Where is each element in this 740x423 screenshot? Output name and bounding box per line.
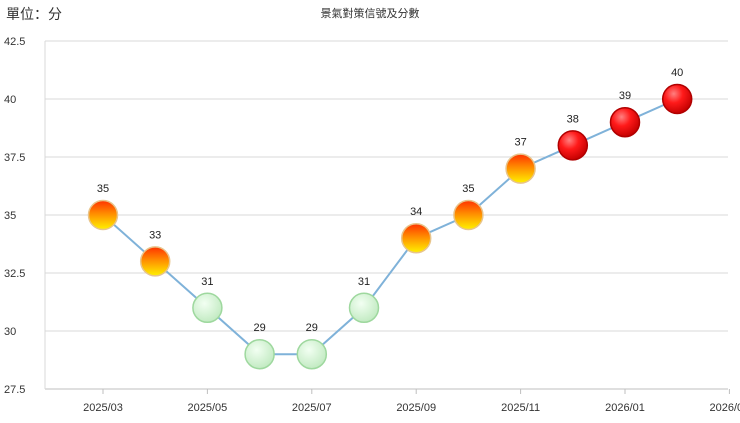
x-tick-label: 2025/11: [501, 402, 540, 414]
y-tick-label: 37.5: [4, 152, 25, 164]
y-tick-label: 27.5: [4, 384, 25, 396]
signal-marker-red[interactable]: [609, 106, 641, 138]
signal-marker-yellow-red[interactable]: [139, 246, 171, 277]
y-tick-label: 30: [4, 326, 16, 338]
signal-marker-yellow-red[interactable]: [87, 199, 119, 231]
signal-marker-yellow-red[interactable]: [453, 199, 484, 231]
signal-marker-green[interactable]: [348, 292, 380, 324]
x-tick-label: 2026/03: [710, 402, 740, 414]
data-label: 34: [410, 206, 422, 218]
signal-marker-yellow-red[interactable]: [400, 222, 432, 254]
signal-marker-green[interactable]: [192, 292, 223, 324]
data-label: 33: [149, 229, 161, 241]
signal-marker-yellow-red[interactable]: [505, 153, 536, 184]
data-label: 35: [97, 183, 109, 195]
y-tick-label: 35: [4, 210, 16, 222]
data-label: 31: [358, 276, 370, 288]
x-tick-label: 2025/07: [292, 402, 332, 414]
data-label: 29: [306, 322, 318, 334]
data-label: 29: [253, 322, 265, 334]
data-label: 35: [462, 183, 474, 195]
x-tick-label: 2025/09: [396, 402, 436, 414]
y-tick-label: 40: [4, 94, 16, 106]
data-label: 39: [619, 90, 631, 102]
data-label: 38: [567, 113, 579, 125]
signal-marker-red[interactable]: [557, 130, 589, 161]
y-tick-label: 42.5: [4, 36, 25, 48]
chart-title: 景氣對策信號及分數: [320, 7, 420, 20]
data-label: 31: [201, 276, 213, 288]
data-label: 40: [671, 67, 683, 79]
data-label: 37: [514, 137, 526, 149]
signal-marker-green[interactable]: [244, 338, 275, 370]
unit-label: 單位：分: [6, 7, 62, 23]
score-series-line: [102, 98, 678, 356]
signal-marker-red[interactable]: [661, 83, 693, 115]
x-tick-label: 2025/03: [83, 402, 123, 414]
x-tick-label: 2025/05: [188, 402, 228, 414]
signal-marker-green[interactable]: [296, 338, 328, 370]
x-tick-label: 2026/01: [605, 402, 645, 414]
y-tick-label: 32.5: [4, 268, 25, 280]
